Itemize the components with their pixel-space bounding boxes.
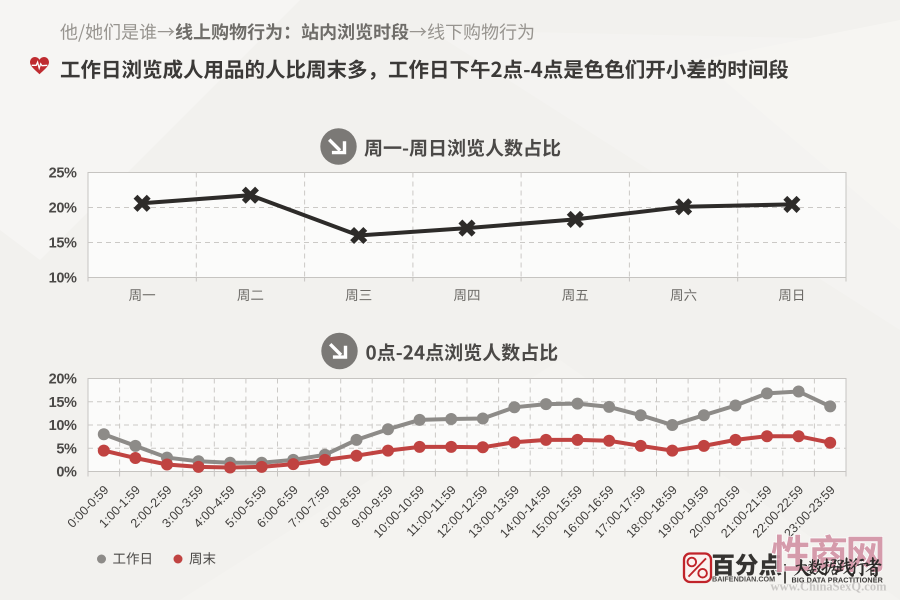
- svg-text:www.ChinaSexQ.com: www.ChinaSexQ.com: [771, 580, 888, 594]
- svg-text:10%: 10%: [49, 418, 77, 434]
- svg-text:15%: 15%: [49, 236, 77, 252]
- svg-text:BAIFENDIAN.COM: BAIFENDIAN.COM: [712, 575, 775, 584]
- svg-text:5%: 5%: [56, 441, 77, 457]
- svg-text:20%: 20%: [49, 201, 77, 217]
- svg-text:20%: 20%: [49, 372, 77, 388]
- svg-text:25%: 25%: [49, 166, 77, 182]
- svg-text:10%: 10%: [49, 271, 77, 287]
- svg-text:15%: 15%: [49, 395, 77, 411]
- svg-text:0%: 0%: [56, 465, 77, 481]
- svg-text:BIG DATA PRACTITIONER: BIG DATA PRACTITIONER: [792, 576, 884, 585]
